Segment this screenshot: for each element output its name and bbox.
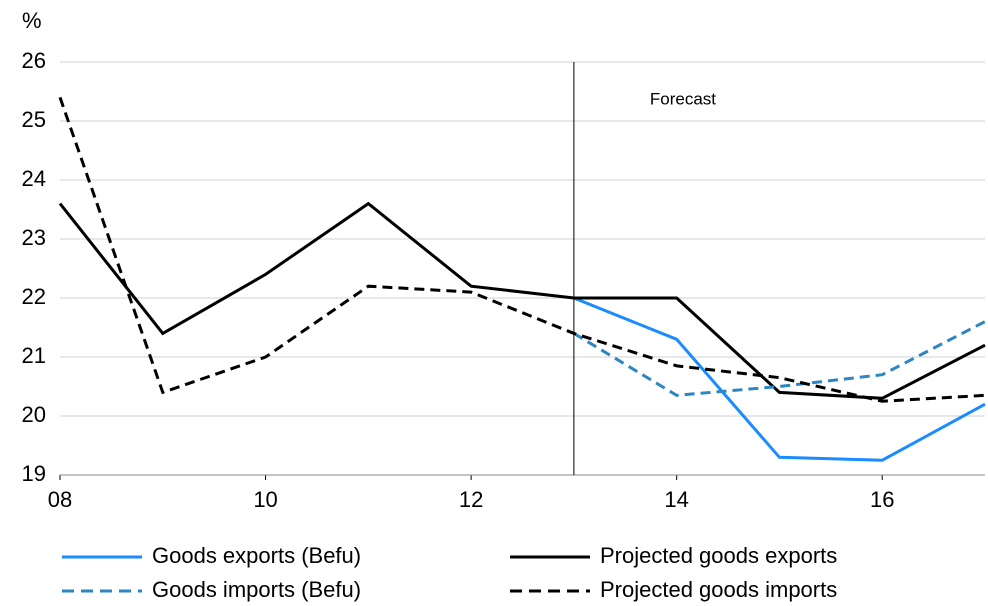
y-tick-label: 20 xyxy=(22,402,46,427)
legend-label: Projected goods imports xyxy=(600,577,837,602)
legend-label: Goods exports (Befu) xyxy=(152,543,361,568)
y-tick-label: 24 xyxy=(22,166,46,191)
y-tick-label: 21 xyxy=(22,343,46,368)
y-unit: % xyxy=(22,8,42,33)
y-tick-label: 25 xyxy=(22,107,46,132)
x-tick-label: 12 xyxy=(459,487,483,512)
series-line xyxy=(573,296,986,462)
x-tick-label: 08 xyxy=(48,487,72,512)
series-line xyxy=(573,320,986,397)
x-tick-label: 10 xyxy=(253,487,277,512)
y-tick-label: 23 xyxy=(22,225,46,250)
x-tick-label: 14 xyxy=(664,487,688,512)
y-tick-label: 26 xyxy=(22,48,46,73)
legend-label: Projected goods exports xyxy=(600,543,837,568)
series-line xyxy=(58,201,986,400)
y-tick-label: 19 xyxy=(22,461,46,486)
series-line xyxy=(58,96,986,403)
annotation: Forecast xyxy=(650,89,716,108)
legend-label: Goods imports (Befu) xyxy=(152,577,361,602)
y-tick-label: 22 xyxy=(22,284,46,309)
x-tick-label: 16 xyxy=(870,487,894,512)
